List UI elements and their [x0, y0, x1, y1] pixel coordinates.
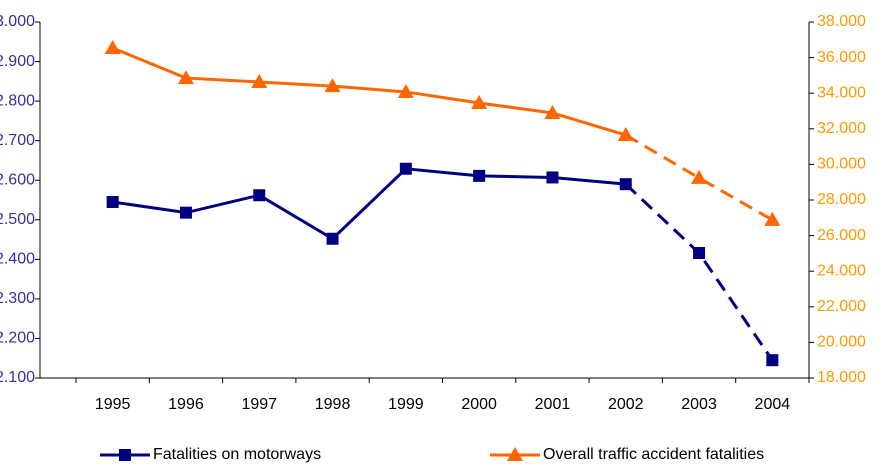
x-tick-label: 2003 — [681, 396, 717, 413]
y-tick-label: 2.100 — [0, 369, 35, 386]
x-tick-label: 1999 — [388, 396, 424, 413]
y-tick-label: 2.200 — [0, 330, 35, 347]
marker — [106, 195, 119, 208]
x-tick-label: 1996 — [168, 396, 204, 413]
y2-tick-label: 22.000 — [817, 298, 866, 315]
y-tick-label: 2.600 — [0, 171, 35, 188]
y-tick-label: 3.000 — [0, 13, 35, 30]
marker — [324, 78, 341, 93]
marker — [397, 83, 414, 98]
y2-tick-label: 38.000 — [817, 13, 866, 30]
line — [112, 167, 626, 241]
x-tick-label: 2000 — [461, 396, 497, 413]
marker — [617, 127, 634, 142]
y2-tick-label: 32.000 — [817, 120, 866, 137]
y-tick-label: 2.300 — [0, 290, 35, 307]
line-dashed — [624, 133, 774, 222]
marker — [693, 247, 706, 260]
x-tick-label: 2002 — [608, 396, 644, 413]
legend-label: Fatalities on motorways — [153, 446, 321, 463]
y2-tick-label: 26.000 — [817, 227, 866, 244]
marker — [691, 169, 708, 184]
y-tick-label: 2.800 — [0, 92, 35, 109]
y2-tick-label: 36.000 — [817, 49, 866, 66]
x-tick-label: 1995 — [95, 396, 131, 413]
marker — [326, 232, 339, 245]
marker — [471, 94, 488, 109]
y2-tick-label: 18.000 — [817, 369, 866, 386]
x-tick-label: 1998 — [315, 396, 351, 413]
marker — [179, 206, 192, 219]
y-tick-label: 2.900 — [0, 53, 35, 70]
y2-tick-label: 24.000 — [817, 262, 866, 279]
x-tick-label: 2004 — [755, 396, 791, 413]
marker — [764, 211, 781, 226]
line-dashed — [624, 183, 774, 362]
line — [112, 46, 627, 137]
legend-marker — [119, 449, 131, 461]
marker — [619, 178, 632, 191]
marker — [473, 169, 486, 182]
y2-tick-label: 30.000 — [817, 156, 866, 173]
marker — [177, 70, 194, 85]
x-tick-label: 2001 — [535, 396, 571, 413]
marker — [544, 104, 561, 119]
legend-label: Overall traffic accident fatalities — [543, 446, 764, 463]
y-tick-label: 2.700 — [0, 132, 35, 149]
marker — [253, 189, 266, 202]
marker — [399, 162, 412, 175]
marker — [104, 39, 121, 54]
y2-tick-label: 28.000 — [817, 191, 866, 208]
y2-tick-label: 20.000 — [817, 334, 866, 351]
legend-marker — [507, 447, 523, 461]
y-tick-label: 2.400 — [0, 251, 35, 268]
marker — [766, 354, 779, 367]
y2-tick-label: 34.000 — [817, 84, 866, 101]
marker — [546, 171, 559, 184]
y-tick-label: 2.500 — [0, 211, 35, 228]
marker — [251, 73, 268, 88]
x-tick-label: 1997 — [241, 396, 277, 413]
